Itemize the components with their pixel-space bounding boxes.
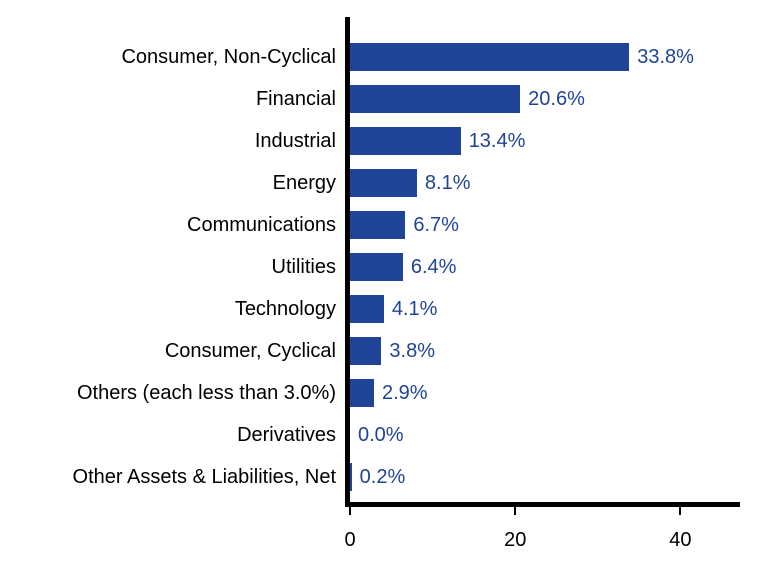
value-label: 33.8% [637, 46, 694, 69]
x-tick [679, 507, 681, 515]
x-tick-label: 0 [344, 529, 355, 552]
y-axis [345, 17, 350, 507]
allocation-bar-chart: Consumer, Non-Cyclical 33.8% Financial 20.6… [0, 0, 780, 588]
value-label: 8.1% [425, 172, 471, 195]
x-tick [349, 507, 351, 515]
x-tick [514, 507, 516, 515]
category-label: Derivatives [237, 424, 336, 447]
category-label: Technology [235, 298, 336, 321]
bar [350, 463, 352, 491]
value-label: 6.4% [411, 256, 457, 279]
category-label: Others (each less than 3.0%) [77, 382, 336, 405]
category-label: Consumer, Non-Cyclical [121, 46, 336, 69]
bar [350, 43, 629, 71]
category-label: Other Assets & Liabilities, Net [73, 466, 336, 489]
category-label: Financial [256, 88, 336, 111]
category-label: Utilities [272, 256, 336, 279]
bar [350, 337, 381, 365]
value-label: 0.0% [358, 424, 404, 447]
x-tick-label: 40 [669, 529, 691, 552]
category-label: Consumer, Cyclical [165, 340, 336, 363]
category-label: Communications [187, 214, 336, 237]
category-label: Energy [273, 172, 336, 195]
category-label: Industrial [255, 130, 336, 153]
bar [350, 211, 405, 239]
value-label: 6.7% [413, 214, 459, 237]
bar [350, 379, 374, 407]
bar [350, 127, 461, 155]
plot-area: Consumer, Non-Cyclical33.8%Financial20.6… [350, 35, 730, 502]
value-label: 13.4% [469, 130, 526, 153]
value-label: 0.2% [360, 466, 406, 489]
bar [350, 169, 417, 197]
bar [350, 85, 520, 113]
value-label: 4.1% [392, 298, 438, 321]
bar [350, 253, 403, 281]
value-label: 3.8% [389, 340, 435, 363]
value-label: 20.6% [528, 88, 585, 111]
value-label: 2.9% [382, 382, 428, 405]
x-tick-label: 20 [504, 529, 526, 552]
bar [350, 295, 384, 323]
